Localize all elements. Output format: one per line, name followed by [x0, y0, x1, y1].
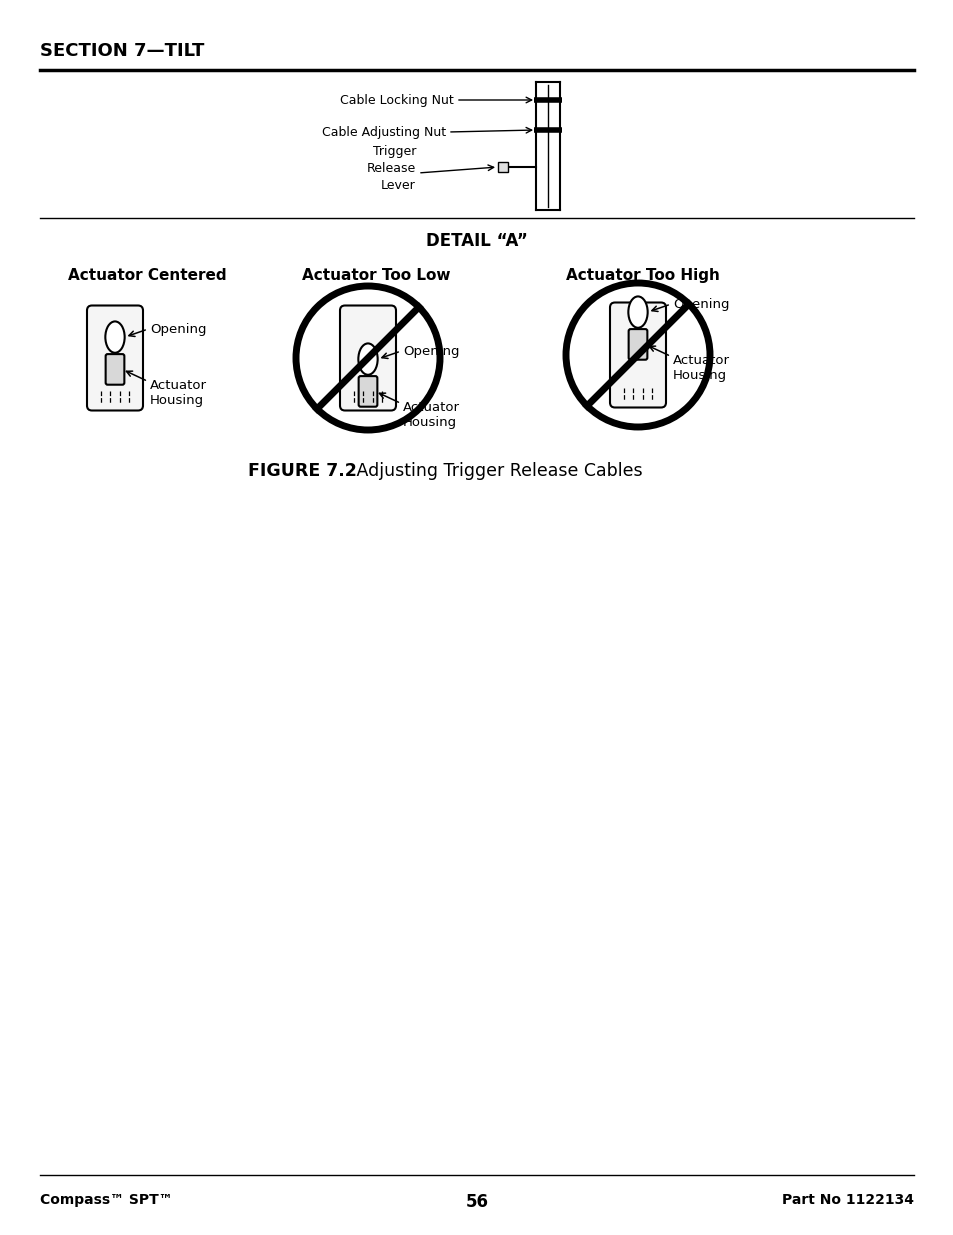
Text: 56: 56: [465, 1193, 488, 1212]
Text: DETAIL “A”: DETAIL “A”: [426, 232, 527, 249]
Text: Actuator
Housing: Actuator Housing: [672, 354, 729, 383]
Text: Opening: Opening: [402, 345, 459, 358]
FancyBboxPatch shape: [628, 329, 647, 359]
Text: FIGURE 7.2: FIGURE 7.2: [248, 462, 356, 480]
Ellipse shape: [105, 321, 125, 353]
Ellipse shape: [628, 296, 647, 327]
Text: Adjusting Trigger Release Cables: Adjusting Trigger Release Cables: [339, 462, 642, 480]
Text: Opening: Opening: [150, 322, 206, 336]
Ellipse shape: [358, 343, 377, 374]
FancyBboxPatch shape: [339, 305, 395, 410]
FancyBboxPatch shape: [358, 377, 377, 406]
Text: Compass™ SPT™: Compass™ SPT™: [40, 1193, 172, 1207]
FancyBboxPatch shape: [87, 305, 143, 410]
Text: Trigger
Release
Lever: Trigger Release Lever: [366, 144, 416, 191]
FancyBboxPatch shape: [106, 354, 124, 384]
Bar: [497, 162, 507, 172]
Text: Cable Adjusting Nut: Cable Adjusting Nut: [321, 126, 446, 138]
Text: Cable Locking Nut: Cable Locking Nut: [340, 94, 454, 106]
Text: Actuator Too Low: Actuator Too Low: [302, 268, 450, 283]
FancyBboxPatch shape: [609, 303, 665, 408]
Text: Part No 1122134: Part No 1122134: [781, 1193, 913, 1207]
Text: Actuator
Housing: Actuator Housing: [150, 379, 207, 408]
Text: Opening: Opening: [672, 298, 729, 310]
Text: Actuator Centered: Actuator Centered: [68, 268, 227, 283]
Text: SECTION 7—TILT: SECTION 7—TILT: [40, 42, 204, 61]
Text: Actuator
Housing: Actuator Housing: [402, 401, 459, 430]
Text: Actuator Too High: Actuator Too High: [565, 268, 720, 283]
